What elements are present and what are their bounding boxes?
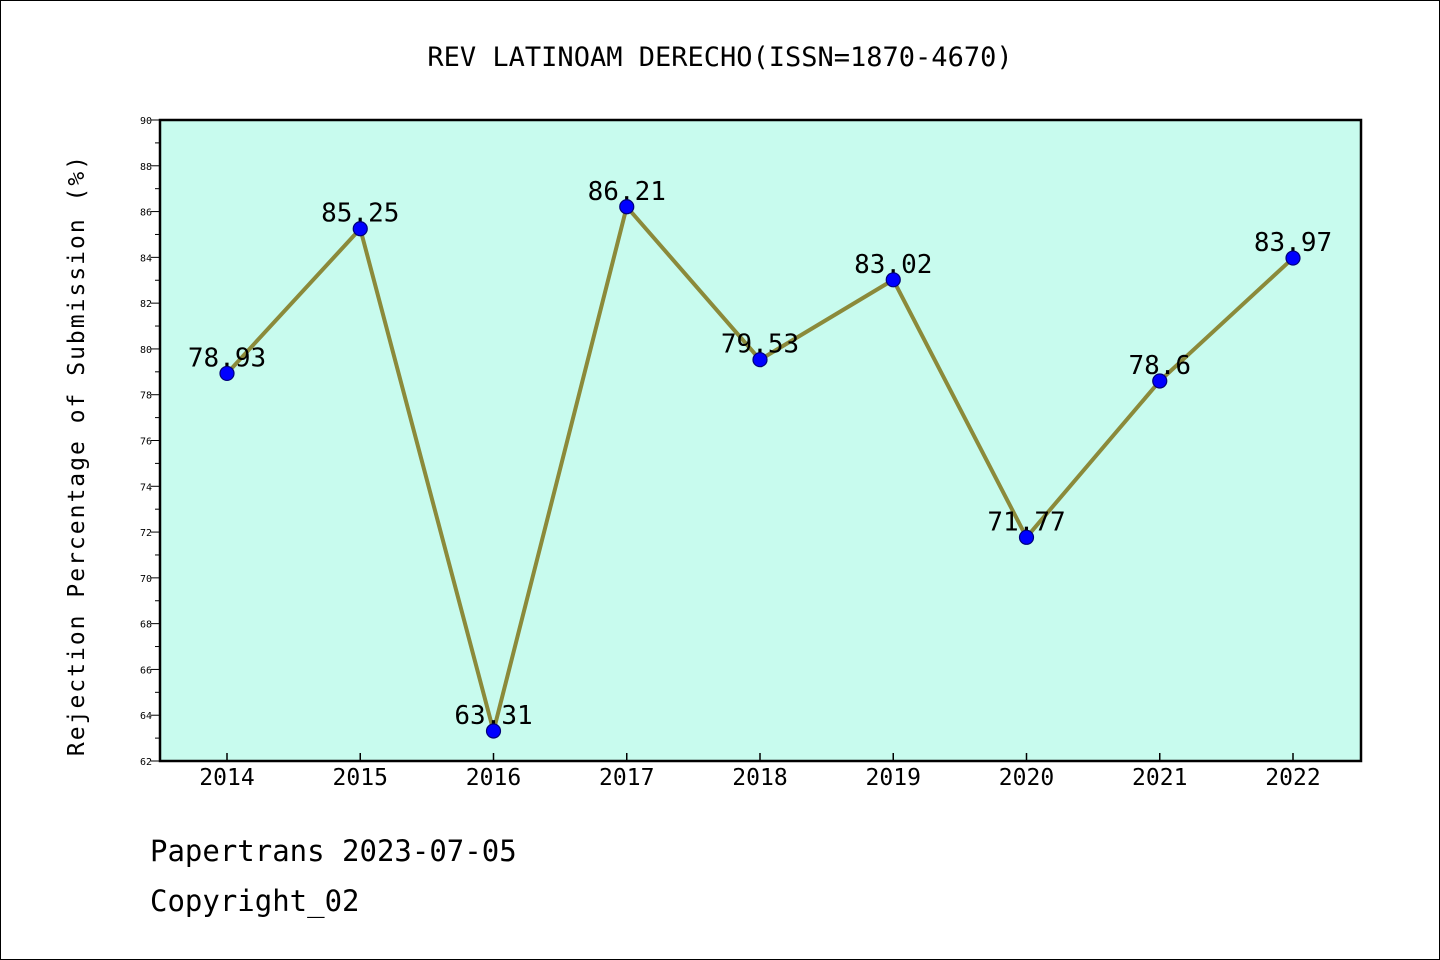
x-axis: 2014 2015 2016 2017 2018 2019 2020 2021 2022	[199, 753, 1321, 791]
y-axis-label: Rejection Percentage of Submission (%)	[64, 154, 90, 756]
data-point	[219, 365, 235, 382]
data-point	[1285, 250, 1301, 266]
data-point	[752, 352, 768, 368]
y-tick-label: 64	[140, 711, 152, 722]
data-point	[619, 199, 635, 215]
chart-title: REV LATINOAM DERECHO(ISSN=1870-4670)	[427, 42, 1012, 73]
x-tick-label: 2016	[466, 765, 521, 791]
data-series: 78.9385.2563.3186.2179.5383.0271.7778.68…	[188, 177, 1332, 739]
y-tick-label: 88	[140, 162, 152, 173]
x-tick-label: 2022	[1265, 765, 1320, 791]
y-tick-label: 74	[140, 482, 152, 493]
x-tick-label: 2019	[866, 765, 921, 791]
x-tick-label: 2015	[333, 765, 388, 791]
x-tick-label: 2014	[199, 765, 254, 791]
y-tick-label: 80	[140, 345, 152, 356]
source-date-label: Papertrans 2023-07-05	[150, 834, 517, 868]
y-tick-label: 82	[140, 299, 152, 310]
y-axis: 62 64 66 68 70 72 74 76 78 80 82 84 86 88 90	[140, 116, 160, 768]
y-tick-label: 68	[140, 620, 152, 631]
y-tick-label: 90	[140, 116, 152, 127]
y-tick-label: 66	[140, 665, 152, 676]
data-point	[485, 723, 502, 739]
data-point	[352, 221, 368, 237]
y-tick-label: 76	[140, 437, 152, 448]
y-tick-label: 72	[140, 528, 152, 539]
copyright-label: Copyright_02	[150, 884, 360, 918]
y-tick-label: 78	[140, 391, 152, 402]
plot-border	[158, 118, 1363, 763]
data-point	[885, 272, 901, 288]
data-point	[1152, 373, 1168, 389]
x-tick-label: 2017	[599, 765, 654, 791]
y-tick-label: 62	[140, 757, 152, 768]
x-tick-label: 2018	[732, 765, 787, 791]
y-tick-label: 86	[140, 208, 152, 219]
data-point	[1018, 529, 1035, 545]
x-tick-label: 2021	[1132, 765, 1187, 791]
y-tick-label: 84	[140, 253, 152, 264]
y-tick-label: 70	[140, 574, 152, 585]
x-tick-label: 2020	[999, 765, 1054, 791]
